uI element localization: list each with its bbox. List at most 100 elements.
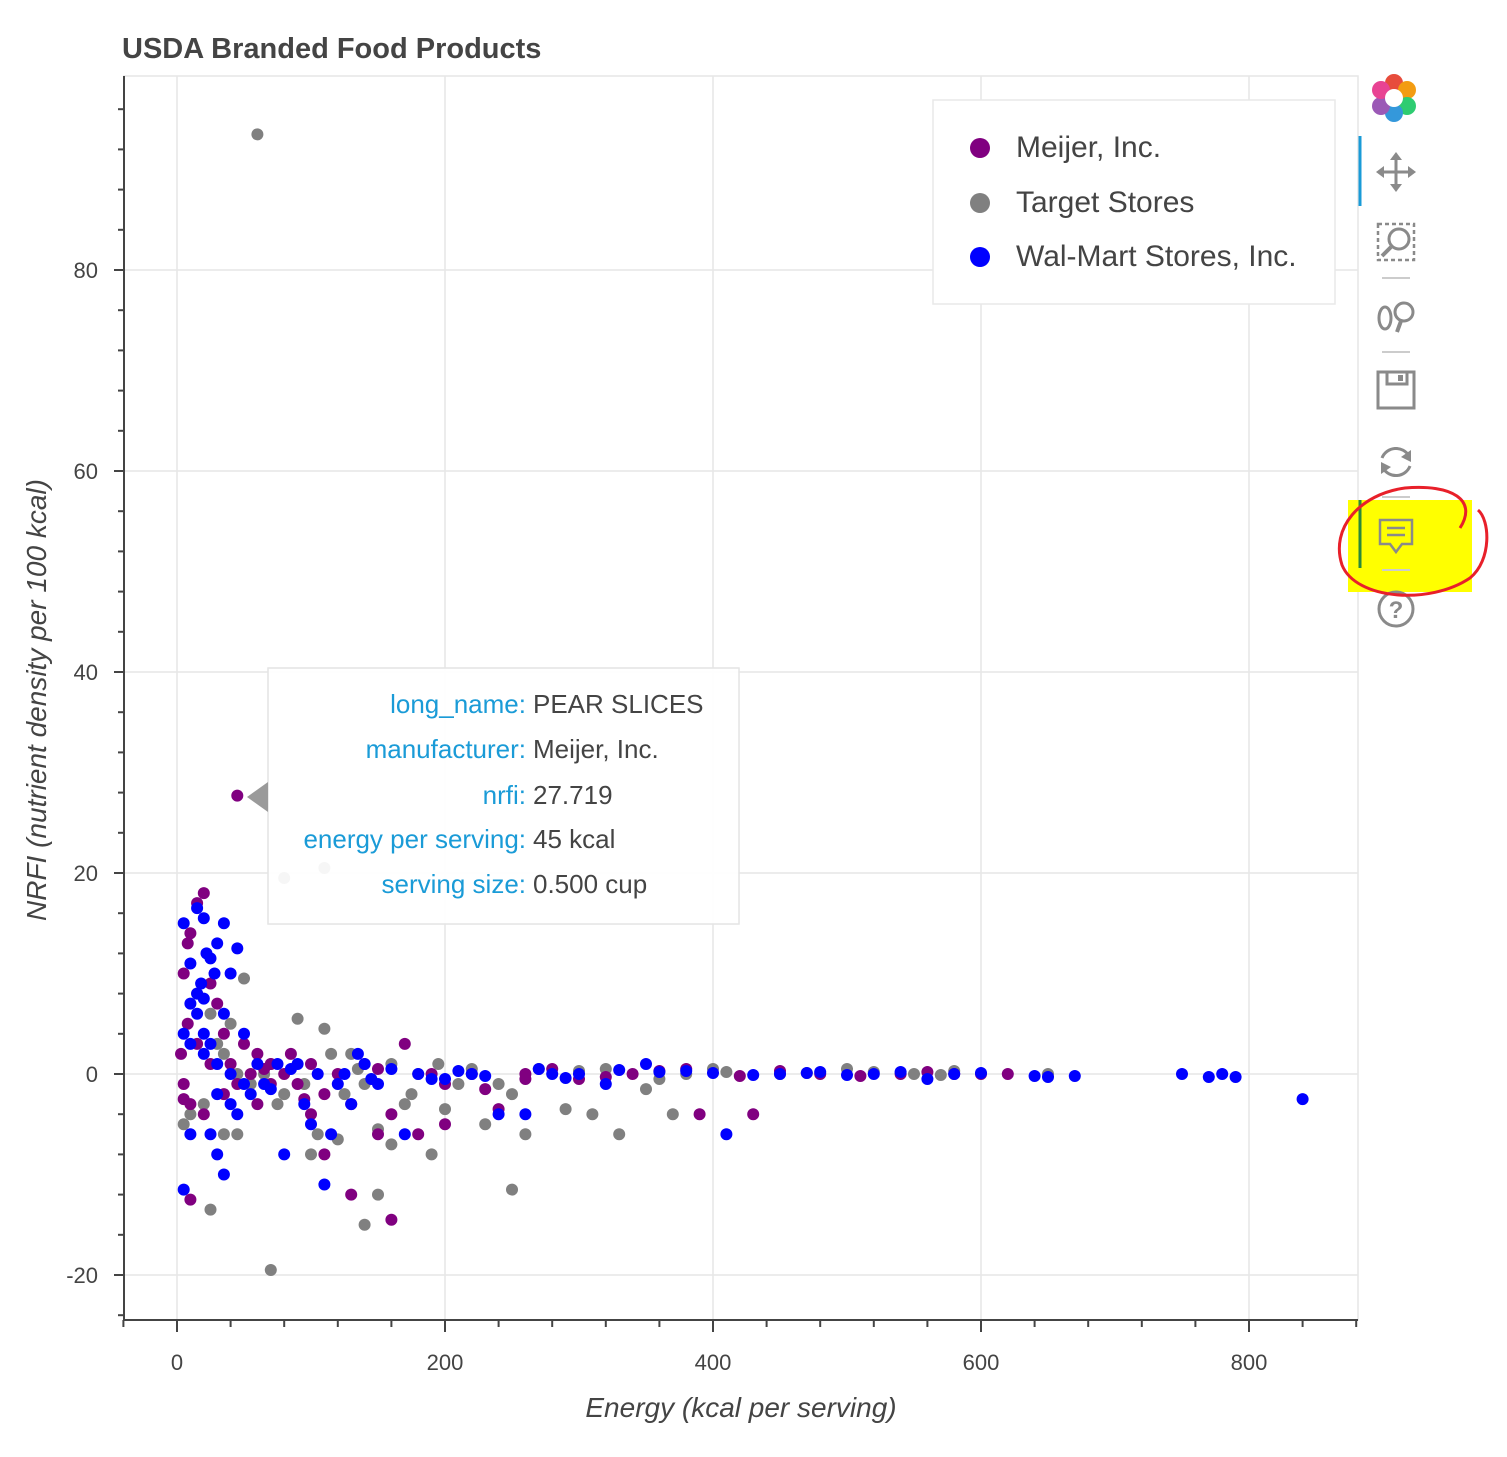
- reset-tool-icon[interactable]: [1380, 446, 1412, 478]
- hover-tool-icon[interactable]: [1378, 518, 1414, 555]
- point-wal-mart-stores-inc: [1202, 1071, 1215, 1084]
- tooltip-key-long-name: long_name:: [390, 689, 526, 719]
- point-target-stores: [586, 1108, 599, 1121]
- point-target-stores: [338, 1088, 351, 1101]
- point-wal-mart-stores-inc: [492, 1108, 505, 1121]
- point-wal-mart-stores-inc: [184, 957, 197, 970]
- point-meijer-inc: [318, 1088, 331, 1101]
- point-target-stores: [425, 1148, 438, 1161]
- point-wal-mart-stores-inc: [814, 1065, 827, 1078]
- point-target-stores: [559, 1103, 572, 1116]
- point-wal-mart-stores-inc: [177, 1183, 190, 1196]
- point-meijer-inc: [184, 927, 197, 940]
- tooltip-value-energy: 45 kcal: [533, 824, 615, 854]
- point-wal-mart-stores-inc: [224, 1098, 237, 1111]
- point-target-stores: [197, 1098, 210, 1111]
- point-target-stores: [231, 1128, 244, 1141]
- x-tick-label: 600: [963, 1350, 1000, 1375]
- point-meijer-inc: [626, 1068, 639, 1080]
- tooltip-value-nrfi: 27.719: [533, 780, 613, 810]
- tooltip-key-manufacturer: manufacturer:: [366, 734, 526, 764]
- point-wal-mart-stores-inc: [465, 1068, 478, 1080]
- point-wal-mart-stores-inc: [208, 967, 221, 980]
- point-meijer-inc: [181, 937, 194, 950]
- point-wal-mart-stores-inc: [311, 1068, 324, 1080]
- point-target-stores: [204, 1203, 217, 1216]
- point-wal-mart-stores-inc: [191, 902, 204, 915]
- wheel-zoom-tool-icon[interactable]: [1377, 301, 1415, 333]
- point-meijer-inc: [197, 887, 210, 900]
- point-wal-mart-stores-inc: [894, 1065, 907, 1078]
- tooltip-key-serving-size: serving size:: [382, 869, 527, 899]
- point-target-stores: [519, 1128, 532, 1141]
- point-target-stores: [452, 1078, 465, 1091]
- save-tool-icon[interactable]: [1376, 370, 1416, 410]
- point-target-stores: [204, 1007, 217, 1020]
- point-wal-mart-stores-inc: [204, 1037, 217, 1050]
- point-wal-mart-stores-inc: [345, 1098, 358, 1111]
- point-wal-mart-stores-inc: [680, 1064, 693, 1077]
- help-tool-icon[interactable]: ?: [1377, 590, 1415, 628]
- point-wal-mart-stores-inc: [867, 1068, 880, 1080]
- legend-label-target: Target Stores: [1016, 186, 1194, 219]
- point-wal-mart-stores-inc: [177, 917, 190, 930]
- point-meijer-inc: [251, 1047, 264, 1060]
- point-wal-mart-stores-inc: [251, 1057, 264, 1070]
- point-meijer-inc: [318, 1148, 331, 1161]
- point-meijer-inc: [398, 1037, 411, 1050]
- point-wal-mart-stores-inc: [653, 1065, 666, 1078]
- point-wal-mart-stores-inc: [217, 917, 230, 930]
- point-target-stores: [311, 1128, 324, 1141]
- point-wal-mart-stores-inc: [439, 1073, 451, 1086]
- box-zoom-tool-icon[interactable]: [1376, 222, 1416, 262]
- y-axis-label: NRFI (nutrient density per 100 kcal): [21, 479, 52, 921]
- point-target-stores: [439, 1103, 451, 1116]
- point-wal-mart-stores-inc: [841, 1069, 853, 1082]
- point-wal-mart-stores-inc: [1042, 1071, 1054, 1084]
- tooltip-value-manufacturer: Meijer, Inc.: [533, 734, 659, 764]
- point-meijer-inc: [372, 1062, 384, 1075]
- annotation-circle: [1337, 485, 1489, 597]
- tooltip-key-nrfi: nrfi:: [483, 780, 526, 810]
- legend-marker-meijer: [970, 138, 990, 158]
- point-meijer-inc: [305, 1057, 317, 1070]
- point-wal-mart-stores-inc: [707, 1066, 719, 1079]
- point-target-stores: [666, 1108, 679, 1121]
- point-target-stores: [305, 1148, 317, 1161]
- point-target-stores: [278, 1088, 291, 1101]
- point-wal-mart-stores-inc: [747, 1069, 760, 1082]
- point-wal-mart-stores-inc: [184, 1128, 197, 1141]
- pan-tool-icon[interactable]: [1376, 152, 1416, 192]
- point-target-stores: [908, 1068, 920, 1080]
- bokeh-logo-icon[interactable]: [1372, 74, 1416, 122]
- point-wal-mart-stores-inc: [358, 1057, 371, 1070]
- point-wal-mart-stores-inc: [351, 1047, 364, 1060]
- point-wal-mart-stores-inc: [184, 1037, 197, 1050]
- y-tick-label: 60: [74, 459, 98, 484]
- y-tick-label: 20: [74, 861, 98, 886]
- point-target-stores: [217, 1047, 230, 1060]
- legend-label-walmart: Wal-Mart Stores, Inc.: [1016, 240, 1297, 273]
- point-meijer-inc: [184, 1193, 197, 1206]
- point-wal-mart-stores-inc: [238, 1027, 250, 1040]
- point-meijer-inc: [479, 1083, 492, 1096]
- point-meijer-inc: [244, 1068, 257, 1080]
- point-wal-mart-stores-inc: [720, 1128, 733, 1141]
- point-wal-mart-stores-inc: [425, 1073, 438, 1086]
- tooltip-value-long-name: PEAR SLICES: [533, 689, 704, 719]
- point-wal-mart-stores-inc: [774, 1068, 786, 1080]
- point-wal-mart-stores-inc: [197, 1047, 210, 1060]
- point-meijer-inc: [284, 1047, 297, 1060]
- tooltip-value-serving-size: 0.500 cup: [533, 869, 647, 899]
- data-points: [175, 128, 1309, 1276]
- x-tick-label: 200: [427, 1350, 464, 1375]
- point-wal-mart-stores-inc: [211, 937, 224, 950]
- point-meijer-inc: [291, 1078, 304, 1091]
- highlight-marker: [1348, 500, 1472, 592]
- point-meijer-inc: [372, 1128, 384, 1141]
- y-tick-label: 40: [74, 660, 98, 685]
- point-wal-mart-stores-inc: [452, 1064, 465, 1077]
- point-target-stores: [492, 1078, 505, 1091]
- point-wal-mart-stores-inc: [546, 1068, 559, 1080]
